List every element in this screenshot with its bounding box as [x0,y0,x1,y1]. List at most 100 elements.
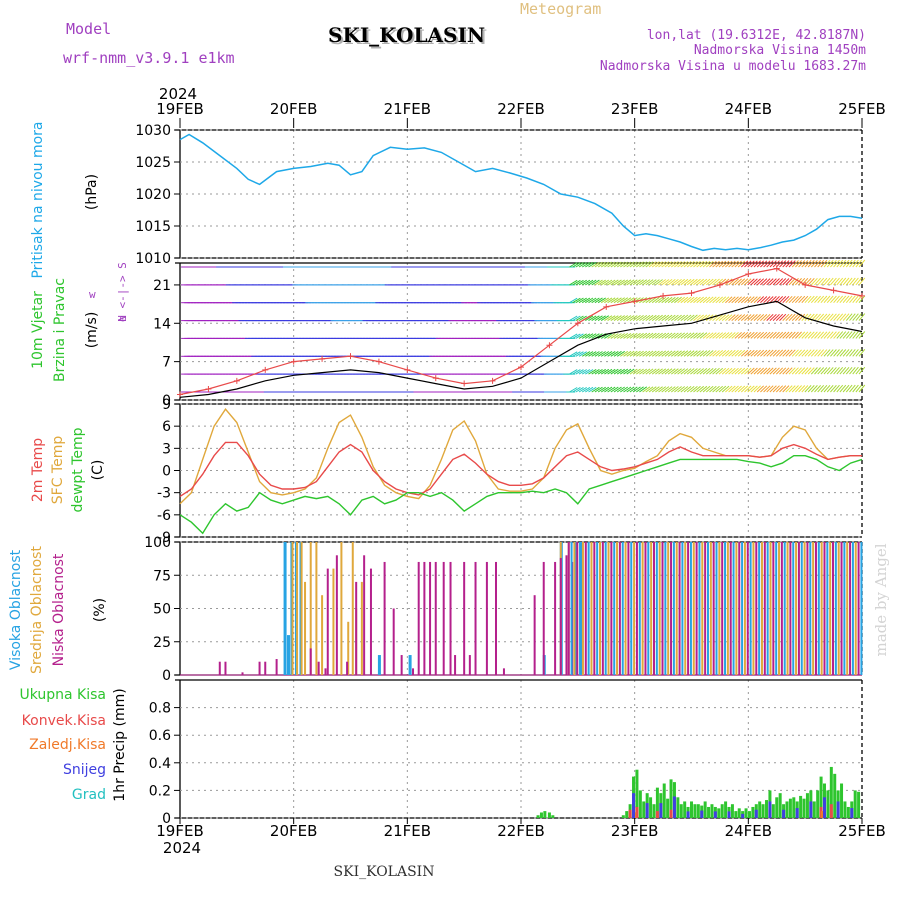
wind-arrow [569,279,578,286]
wind-arrow [712,296,720,304]
wind-arrow [801,331,809,339]
wind-arrow [588,386,597,393]
wind-arrow [830,277,837,286]
wind-arrow [581,369,591,375]
cloud-bar [644,542,647,675]
wind-arrow [747,349,755,357]
time-tick-bottom: 24FEB [725,822,772,840]
wind-arrow [693,332,701,339]
wind-arrow [756,314,765,321]
precip-bar [690,801,693,818]
wind-arrow [699,332,708,339]
wind-arrow [725,367,733,375]
wind-arrow [569,262,578,268]
wind-arrow [718,367,727,375]
wind-arrow [718,260,727,268]
wind-arrow [769,331,777,339]
wind-arrow [655,314,663,322]
precip-label-grad: Grad [72,787,106,803]
wind-arrow [626,279,635,286]
cloud-bar [721,542,724,675]
wind-arrow [680,368,689,375]
cloud-bar [286,635,290,675]
precip-bar [812,801,816,818]
wind-arrow [817,313,825,321]
cloud-bar [769,542,772,675]
precip-bar [788,798,792,818]
wind-arrow [667,314,676,321]
wind-arrow [858,295,866,304]
wind-arrow [753,367,761,375]
precip-bar [857,791,861,818]
wind-arrow [709,278,717,286]
wind-arrow [820,384,828,393]
wind-arrow [709,296,717,304]
wind-arrow [734,385,742,393]
wind-arrow [737,332,746,339]
precip-label-frozen: Zaledj.Kisa [29,737,106,753]
wind-arrow [664,279,673,286]
wind-arrow [842,349,850,357]
cloud-bar [542,561,545,675]
wind-arrow [849,366,856,375]
wind-arrow [686,332,695,339]
wind-arrow [585,279,594,286]
wind-arrow [801,367,809,375]
wind-arrow [632,368,641,375]
wind-arrow [645,261,654,268]
wind-arrow [814,367,821,375]
wind-arrow [817,384,825,393]
cloud-bar [695,542,698,675]
wind-arrow [734,314,742,321]
wind-gust-marker [177,391,183,398]
cloud-bar [408,655,412,675]
wind-arrow [772,260,780,268]
wind-arrow [686,386,695,393]
wind-arrow [845,295,853,304]
snow-bar [836,801,840,818]
wind-arrow [807,331,815,339]
cloud-bar [670,542,673,675]
wind-arrow [607,261,616,268]
wind-arrow [594,279,603,286]
wind-arrow [712,385,720,393]
wind-arrow [712,350,720,357]
wind-arrow [604,297,613,304]
wind-gust-marker [461,380,468,387]
wind-arrow [779,385,787,393]
wind-arrow [674,314,682,321]
wind-arrow [639,314,648,322]
precip-bar [805,793,809,818]
snow-bar [672,796,676,818]
wind-arrow [569,369,578,375]
cloud-bar [814,542,817,675]
wind-arrow [655,279,663,286]
wind-arrow [760,385,768,393]
cloud-bar [584,542,587,675]
wind-arrow [686,278,695,286]
cloud-bar [758,542,761,675]
wind-arrow [623,350,632,357]
wind-arrow [772,349,780,357]
wind-arrow [814,331,821,339]
station-title: SKI_KOLASIN [328,23,485,47]
wind-arrow [613,350,622,357]
wind-arrow [588,351,597,357]
wind-arrow [651,332,660,339]
wind-arrow [747,314,755,321]
wind-arrow [569,297,578,304]
wind-arrow [585,261,594,268]
wind-arrow [756,296,765,304]
wind-arrow [581,297,591,304]
wind-arrow [753,278,761,286]
wind-arrow [702,260,711,268]
wind-direction-label: N <-|-> S [116,262,129,322]
cloud-bar [616,542,619,675]
wind-arrow [801,260,809,268]
wind-arrow [696,278,705,286]
snow-bar [632,793,636,818]
wind-arrow [607,333,616,339]
wind-arrow [620,279,629,286]
cloud-bar [283,542,287,675]
wind-gust-marker [773,265,780,272]
